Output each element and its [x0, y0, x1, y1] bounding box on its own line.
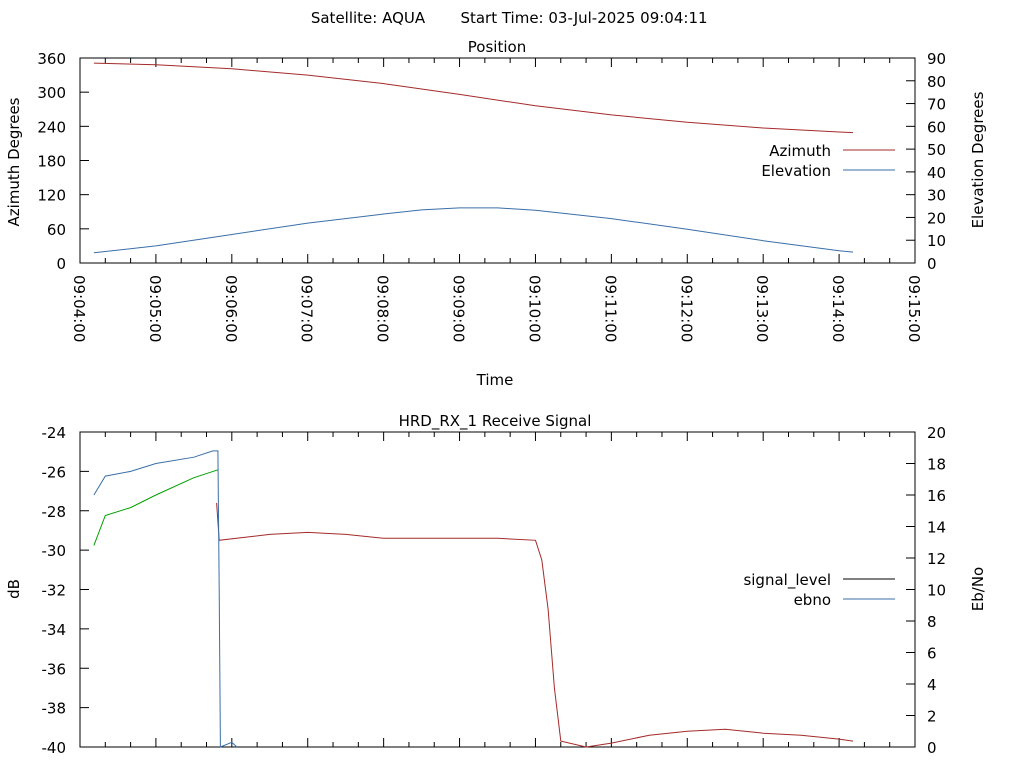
ebno-axis-label: Eb/No — [969, 567, 987, 611]
y2-tick-label: 12 — [927, 550, 946, 568]
elevation-axis-label: Elevation Degrees — [969, 91, 987, 228]
y1-tick-label: 0 — [56, 255, 66, 273]
satellite-label: Satellite: AQUA — [311, 9, 426, 27]
x-tick-label: 09:04:00 — [70, 275, 88, 342]
y2-tick-label: 20 — [927, 209, 946, 227]
x-tick-label: 09:13:00 — [753, 275, 771, 342]
y2-tick-label: 10 — [927, 582, 946, 600]
y2-tick-label: 10 — [927, 232, 946, 250]
x-tick-label: 09:07:00 — [298, 275, 316, 342]
y2-tick-label: 14 — [927, 519, 946, 537]
y2-tick-label: 60 — [927, 118, 946, 136]
y1-tick-label: 360 — [37, 50, 66, 68]
y1-tick-label: -24 — [42, 424, 67, 442]
ebno-series-line — [93, 450, 238, 748]
position-chart-title: Position — [468, 38, 526, 56]
y2-tick-label: 50 — [927, 141, 946, 159]
y1-tick-label: 180 — [37, 153, 66, 171]
x-tick-label: 09:05:00 — [146, 275, 164, 342]
y2-tick-label: 18 — [927, 456, 946, 474]
y2-tick-label: 20 — [927, 424, 946, 442]
legend-label: Elevation — [761, 162, 831, 180]
position-plot-frame — [79, 57, 916, 264]
azimuth-axis-label: Azimuth Degrees — [5, 97, 23, 226]
x-tick-label: 09:11:00 — [601, 275, 619, 342]
y1-tick-label: -30 — [42, 542, 67, 560]
y2-tick-label: 0 — [927, 255, 937, 273]
y1-tick-label: 120 — [37, 187, 66, 205]
legend-label: signal_level — [743, 571, 831, 590]
start-time-label: Start Time: 03-Jul-2025 09:04:11 — [460, 9, 707, 27]
signal-plot-frame — [79, 431, 916, 748]
y2-tick-label: 8 — [927, 613, 937, 631]
y2-tick-label: 4 — [927, 676, 937, 694]
y2-tick-label: 70 — [927, 96, 946, 114]
y2-tick-label: 80 — [927, 73, 946, 91]
y2-tick-label: 30 — [927, 187, 946, 205]
signal_level-series-line — [216, 502, 854, 748]
x-tick-label: 09:10:00 — [525, 275, 543, 342]
y1-tick-label: -32 — [42, 582, 67, 600]
x-tick-label: 09:09:00 — [450, 275, 468, 342]
y2-tick-label: 16 — [927, 487, 946, 505]
y2-tick-label: 40 — [927, 164, 946, 182]
legend-label: Azimuth — [769, 142, 831, 160]
legend-label: ebno — [794, 591, 831, 609]
y1-tick-label: 240 — [37, 118, 66, 136]
position-chart: Position Time Azimuth Degrees Elevation … — [5, 38, 987, 389]
x-tick-label: 09:14:00 — [829, 275, 847, 342]
position-x-axis-label: Time — [476, 371, 514, 389]
x-tick-label: 09:08:00 — [374, 275, 392, 342]
y1-tick-label: -36 — [42, 660, 67, 678]
Elevation-series-line — [93, 207, 854, 254]
y1-tick-label: 300 — [37, 84, 66, 102]
x-tick-label: 09:06:00 — [222, 275, 240, 342]
db-axis-label: dB — [5, 579, 23, 599]
x-tick-label: 09:12:00 — [677, 275, 695, 342]
x-tick-label: 09:15:00 — [905, 275, 923, 342]
receive-signal-chart-title: HRD_RX_1 Receive Signal — [399, 412, 592, 431]
y1-tick-label: -38 — [42, 700, 67, 718]
y1-tick-label: 60 — [47, 221, 66, 239]
y2-tick-label: 6 — [927, 645, 937, 663]
unlabeled-series-line — [93, 469, 219, 546]
y2-tick-label: 90 — [927, 50, 946, 68]
y1-tick-label: -28 — [42, 503, 67, 521]
y1-tick-label: -26 — [42, 463, 67, 481]
y1-tick-label: -34 — [42, 621, 67, 639]
Azimuth-series-line — [93, 62, 854, 134]
y2-tick-label: 0 — [927, 739, 937, 757]
y1-tick-label: -40 — [42, 739, 67, 757]
y2-tick-label: 2 — [927, 708, 937, 726]
receive-signal-chart: HRD_RX_1 Receive Signal dB Eb/No -40 -38 -… — [5, 412, 987, 757]
